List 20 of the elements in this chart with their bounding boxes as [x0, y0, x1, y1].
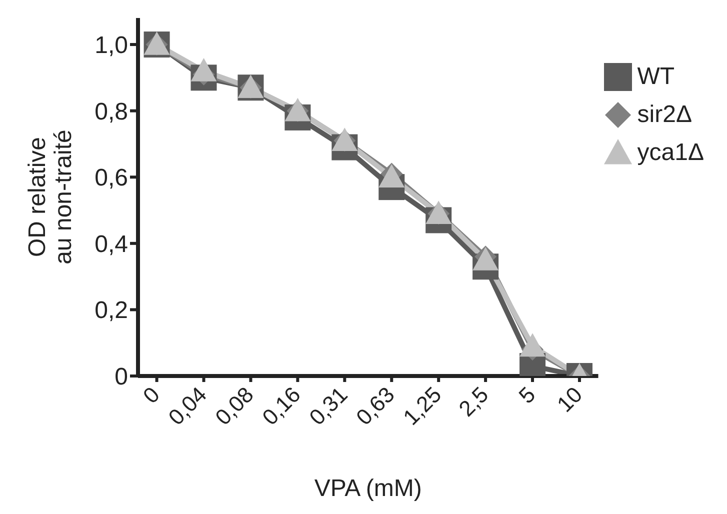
x-tick-label: 5: [514, 382, 540, 408]
x-tick-label: 0,16: [257, 382, 306, 430]
x-tick-label: 0,31: [304, 382, 352, 430]
y-axis-title: OD relative au non-traité: [24, 130, 77, 264]
y-tick-label: 1,0: [94, 32, 128, 60]
y-tick-label: 0,8: [94, 98, 128, 126]
legend-label: sir2Δ: [637, 101, 692, 129]
y-tick-label: 0,6: [94, 164, 128, 192]
y-tick-label: 0: [114, 364, 128, 391]
legend-label: WT: [637, 63, 675, 91]
y-tick-label: 0,2: [94, 297, 128, 324]
x-tick-label: 0: [138, 382, 164, 408]
x-tick-label: 10: [552, 382, 588, 417]
x-tick-label: 0,08: [210, 382, 258, 430]
x-tick-label: 0,63: [351, 382, 400, 430]
legend-label: yca1Δ: [637, 139, 704, 167]
x-axis-title: VPA (mM): [314, 475, 422, 502]
y-tick-label: 0,4: [94, 230, 128, 258]
x-tick-label: 2,5: [454, 382, 494, 422]
x-tick-label: 0,04: [163, 382, 212, 430]
